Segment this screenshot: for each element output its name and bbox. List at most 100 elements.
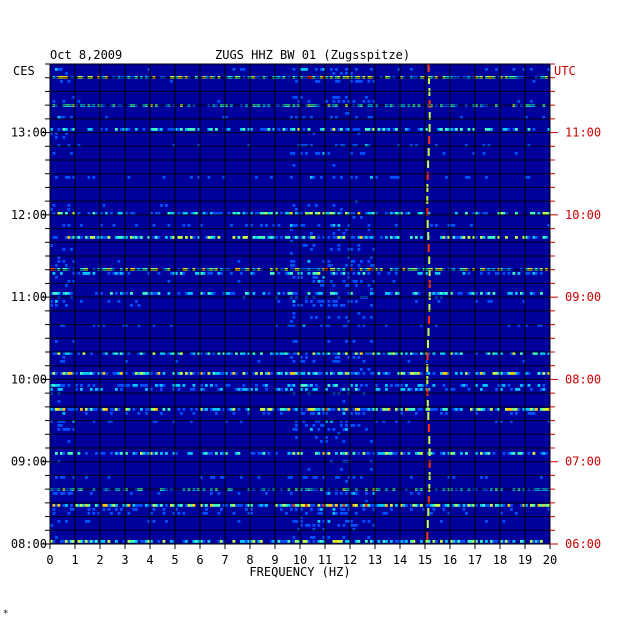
spectrogram-cell <box>435 408 438 411</box>
spectrogram-cell <box>360 384 363 387</box>
spectrogram-cell <box>260 452 263 455</box>
spectrogram-cell <box>305 68 308 71</box>
spectrogram-cell <box>357 324 361 327</box>
spectrogram-cell <box>452 476 456 479</box>
spectrogram-cell <box>540 388 543 391</box>
spectrogram-cell <box>515 236 518 239</box>
spectrogram-cell <box>345 504 348 507</box>
spectrogram-cell <box>280 236 283 239</box>
spectrogram-cell <box>200 224 203 227</box>
spectrogram-cell <box>410 492 413 495</box>
spectrogram-cell <box>62 372 66 375</box>
spectrogram-cell <box>77 144 81 147</box>
spectrogram-cell <box>95 292 98 295</box>
spectrogram-cell <box>170 504 173 507</box>
x-tick-label: 5 <box>171 553 178 567</box>
spectrogram-cell <box>545 236 548 239</box>
spectrogram-cell <box>292 452 296 455</box>
spectrogram-cell <box>372 524 376 527</box>
spectrogram-cell <box>65 304 68 307</box>
spectrogram-cell <box>542 408 546 411</box>
spectrogram-cell <box>52 492 56 495</box>
spectrogram-cell <box>417 384 421 387</box>
spectrogram-cell <box>170 212 173 215</box>
spectrogram-cell <box>305 540 308 543</box>
spectrogram-cell <box>77 504 81 507</box>
right-time-label: 08:00 <box>565 372 601 386</box>
spectrogram-cell <box>220 508 223 511</box>
spectrogram-cell <box>185 212 188 215</box>
spectrogram-cell <box>370 504 373 507</box>
spectrogram-cell <box>397 144 401 147</box>
spectrogram-cell <box>400 452 403 455</box>
spectrogram-cell <box>255 388 258 391</box>
spectrogram-cell <box>230 408 233 411</box>
spectrogram-cell <box>337 476 341 479</box>
spectrogram-cell <box>522 504 526 507</box>
spectrogram-cell <box>327 152 331 155</box>
spectrogram-cell <box>322 352 326 355</box>
spectrogram-cell <box>432 372 436 375</box>
spectrogram-cell <box>350 372 353 375</box>
spectrogram-cell <box>372 452 376 455</box>
spectrogram-cell <box>417 408 421 411</box>
spectrogram-cell <box>312 132 316 135</box>
spectrogram-cell <box>380 452 383 455</box>
spectrogram-cell <box>517 272 521 275</box>
spectrogram-cell <box>187 128 191 131</box>
spectrogram-cell <box>155 292 158 295</box>
spectrogram-cell <box>347 452 351 455</box>
spectrogram-cell <box>247 388 251 391</box>
spectrogram-cell <box>467 272 471 275</box>
spectrogram-cell <box>490 300 493 303</box>
spectrogram-cell <box>472 408 476 411</box>
spectrogram-cell <box>375 176 378 179</box>
spectrogram-cell <box>420 504 423 507</box>
spectrogram-cell <box>355 504 358 507</box>
spectrogram-cell <box>162 512 166 515</box>
spectrogram-cell <box>475 412 478 415</box>
spectrogram-cell <box>342 100 346 103</box>
spectrogram-cell <box>405 540 408 543</box>
spectrogram-cell <box>335 384 338 387</box>
spectrogram-cell <box>530 100 533 103</box>
spectrogram-cell <box>535 408 538 411</box>
spectrogram-cell <box>447 452 451 455</box>
spectrogram-cell <box>237 236 241 239</box>
spectrogram-cell <box>82 504 86 507</box>
spectrogram-cell <box>367 228 371 231</box>
spectrogram-cell <box>530 408 533 411</box>
spectrogram-cell <box>425 128 428 131</box>
spectrogram-cell <box>367 144 371 147</box>
spectrogram-cell <box>75 504 78 507</box>
chart-title: ZUGS HHZ BW 01 (Zugsspitze) <box>215 48 410 62</box>
spectrogram-cell <box>502 128 506 131</box>
spectrogram-cell <box>310 300 313 303</box>
spectrogram-cell <box>367 352 371 355</box>
spectrogram-cell <box>332 384 336 387</box>
spectrogram-cell <box>527 408 531 411</box>
spectrogram-cell <box>395 352 398 355</box>
spectrogram-cell <box>297 372 301 375</box>
spectrogram-cell <box>372 508 376 511</box>
spectrogram-cell <box>107 272 111 275</box>
spectrogram-cell <box>110 504 113 507</box>
spectrogram-cell <box>485 476 488 479</box>
spectrogram-cell <box>455 408 458 411</box>
spectrogram-cell <box>337 316 341 319</box>
spectrogram-cell <box>472 292 476 295</box>
spectrogram-cell <box>487 236 491 239</box>
spectrogram-cell <box>65 212 68 215</box>
spectrogram-cell <box>357 212 361 215</box>
spectrogram-cell <box>540 324 543 327</box>
spectrogram-cell <box>310 212 313 215</box>
spectrogram-cell <box>92 508 96 511</box>
spectrogram-cell <box>97 388 101 391</box>
spectrogram-cell <box>70 248 73 251</box>
spectrogram-cell <box>170 236 173 239</box>
spectrogram-cell <box>357 80 361 83</box>
spectrogram-cell <box>370 372 373 375</box>
spectrogram-cell <box>57 116 61 119</box>
spectrogram-cell <box>277 292 281 295</box>
spectrogram-cell <box>202 292 206 295</box>
